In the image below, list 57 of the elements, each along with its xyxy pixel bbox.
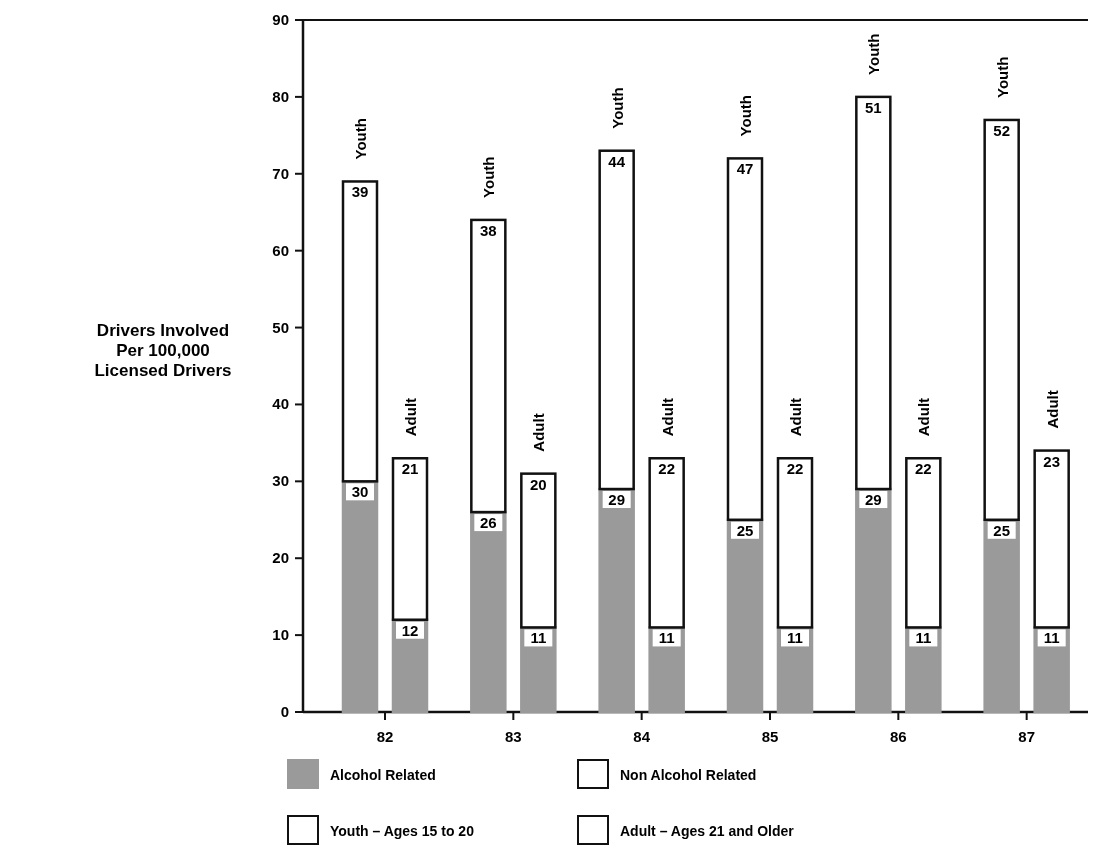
x-tick-label: Youth: [352, 118, 369, 160]
data-label: 25: [993, 521, 1011, 539]
y-axis-title: Drivers Involved Per 100,000 Licensed Drivers: [94, 320, 232, 380]
data-label: 47: [736, 160, 754, 178]
data-label: 22: [658, 460, 676, 478]
data-label: 25: [736, 521, 754, 539]
y-tick-label: 90: [272, 11, 289, 28]
text: 85: [761, 728, 779, 745]
y-tick-label: 80: [272, 87, 289, 105]
x-tick-label: Youth: [737, 95, 754, 137]
data-label: 20: [529, 475, 547, 493]
data-label: 11: [658, 629, 675, 647]
data-label: 22: [914, 460, 932, 478]
y-tick-label: 30: [272, 472, 289, 490]
data-label: 12: [401, 621, 419, 639]
data-label: 11: [530, 629, 547, 647]
data-label: 22: [786, 460, 804, 478]
y-tick-label: 60: [272, 241, 289, 259]
text: Adult – Ages 21 and Older: [620, 823, 795, 839]
data-label: 52: [993, 121, 1011, 139]
data-label: 44: [608, 152, 626, 170]
x-tick-label: Adult: [915, 397, 933, 437]
x-tick-label: Youth: [480, 156, 498, 198]
data-label: 51: [864, 98, 882, 116]
x-tick-label: Adult: [658, 397, 676, 437]
text: 83: [504, 728, 522, 745]
legend-label: Non Alcohol Related: [620, 767, 757, 783]
x-tick-label: Adult: [530, 413, 548, 452]
data-label: 38: [479, 221, 497, 239]
y-tick-label: 40: [272, 395, 289, 413]
data-label: 29: [608, 491, 626, 509]
x-tick-label: Adult: [402, 397, 419, 437]
legend-label: Alcohol Related: [330, 767, 436, 783]
y-tick-label: 20: [272, 549, 289, 567]
data-label: 11: [915, 629, 932, 647]
x-tick-label: Youth: [865, 33, 883, 75]
data-label: 23: [1043, 452, 1061, 470]
data-label: 30: [351, 483, 369, 501]
x-tick-label: Adult: [1043, 390, 1061, 429]
text: 86: [889, 728, 907, 745]
text: 87: [1018, 728, 1036, 745]
x-tick-label: Adult: [787, 397, 804, 437]
y-tick-label: 50: [272, 318, 289, 336]
data-label: 26: [479, 514, 497, 532]
data-label: 11: [787, 629, 803, 647]
x-tick-label: Youth: [993, 56, 1011, 98]
data-label: 21: [401, 460, 419, 478]
y-tick-label: 10: [272, 626, 289, 644]
text: Youth – Ages 15 to 20: [330, 823, 475, 839]
data-label: 39: [351, 183, 369, 201]
y-tick-label: 0: [280, 703, 289, 720]
y-tick-label: 70: [272, 164, 289, 182]
data-label: 11: [1043, 629, 1060, 647]
x-tick-label: Youth: [608, 87, 626, 129]
text: 84: [633, 728, 651, 745]
text: 82: [376, 728, 394, 745]
data-label: 29: [864, 491, 882, 509]
